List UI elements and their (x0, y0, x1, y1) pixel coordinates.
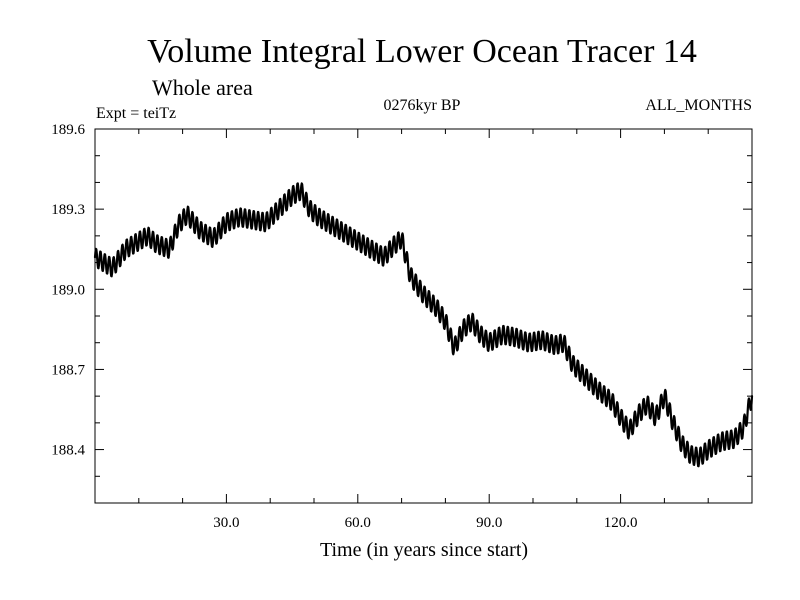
months-label: ALL_MONTHS (645, 97, 752, 114)
series-line (93, 182, 754, 468)
x-tick-label: 120.0 (604, 515, 638, 531)
chart-title: Volume Integral Lower Ocean Tracer 14 (147, 33, 697, 70)
axis-tick-labels: 30.0 60.0 90.0 120.0 188.4 188.7 189.0 189.3 189… (51, 122, 637, 531)
y-tick-label: 188.7 (51, 362, 85, 378)
x-axis-label: Time (in years since start) (320, 539, 528, 561)
chart-subtitle: Whole area (152, 75, 253, 100)
axis-ticks (95, 129, 752, 503)
x-tick-label: 90.0 (476, 515, 502, 531)
x-tick-label: 60.0 (345, 515, 371, 531)
y-tick-label: 188.4 (51, 443, 85, 459)
y-tick-label: 189.0 (51, 282, 85, 298)
x-tick-label: 30.0 (213, 515, 239, 531)
period-label: 0276kyr BP (384, 97, 461, 114)
y-tick-label: 189.6 (51, 122, 85, 138)
y-tick-label: 189.3 (51, 202, 85, 218)
experiment-label: Expt = teiTz (96, 105, 176, 122)
plot-frame (94, 128, 753, 504)
